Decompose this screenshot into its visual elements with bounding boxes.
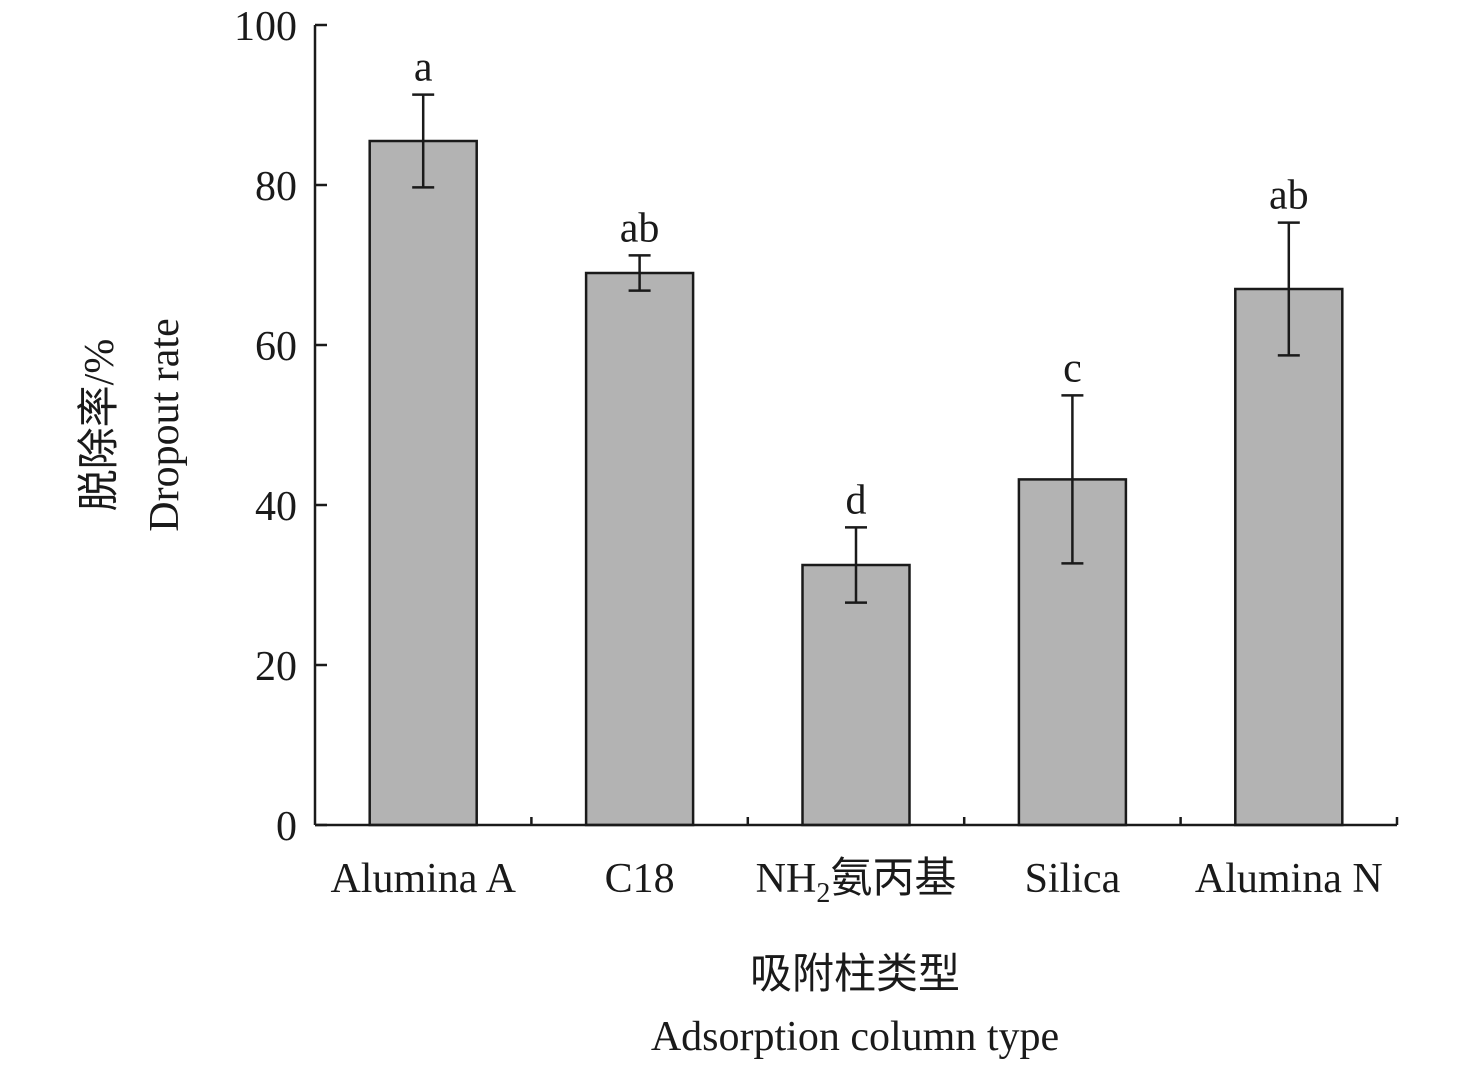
category-label-3: Silica [1025, 856, 1121, 902]
y-ticks-layer: 0 20 40 60 80 100 [234, 4, 327, 850]
significance-label-2: d [846, 477, 867, 523]
bar-1 [584, 271, 695, 827]
significance-labels-layer: a ab d c ab [414, 45, 1309, 524]
category-label-2: NH2氨丙基 [756, 856, 957, 909]
category-labels-layer: Alumina A C18 NH2氨丙基 Silica Alumina N [330, 856, 1382, 909]
bar-0 [368, 139, 478, 827]
error-bars-layer [412, 93, 1300, 604]
y-axis-title-english: Dropout rate [142, 318, 188, 531]
significance-label-3: c [1063, 345, 1082, 391]
y-tick-label-0: 0 [276, 804, 297, 850]
bar-4 [1234, 287, 1344, 827]
x-ticks-layer [530, 817, 1399, 825]
bar-2 [801, 563, 911, 827]
y-tick-label-60: 60 [255, 324, 297, 370]
error-bar-1 [628, 254, 651, 292]
y-tick-label-100: 100 [234, 4, 297, 50]
category-label-4: Alumina N [1195, 856, 1383, 902]
significance-label-1: ab [620, 205, 660, 251]
y-tick-label-80: 80 [255, 164, 297, 210]
y-axis-title-chinese: 脱除率/% [76, 339, 123, 512]
error-bar-2 [845, 526, 867, 604]
error-bar-4 [1277, 221, 1300, 357]
axes-layer [313, 25, 1397, 827]
error-bar-3 [1061, 394, 1084, 565]
x-axis-title-chinese: 吸附柱类型 [750, 952, 960, 998]
x-axis-title-english: Adsorption column type [651, 1014, 1059, 1060]
category-label-0: Alumina A [330, 856, 516, 902]
category-label-1: C18 [605, 856, 675, 902]
y-tick-label-20: 20 [255, 644, 297, 690]
error-bar-0 [412, 93, 435, 189]
significance-label-4: ab [1269, 173, 1309, 219]
significance-label-0: a [414, 45, 433, 91]
y-tick-label-40: 40 [255, 484, 297, 530]
